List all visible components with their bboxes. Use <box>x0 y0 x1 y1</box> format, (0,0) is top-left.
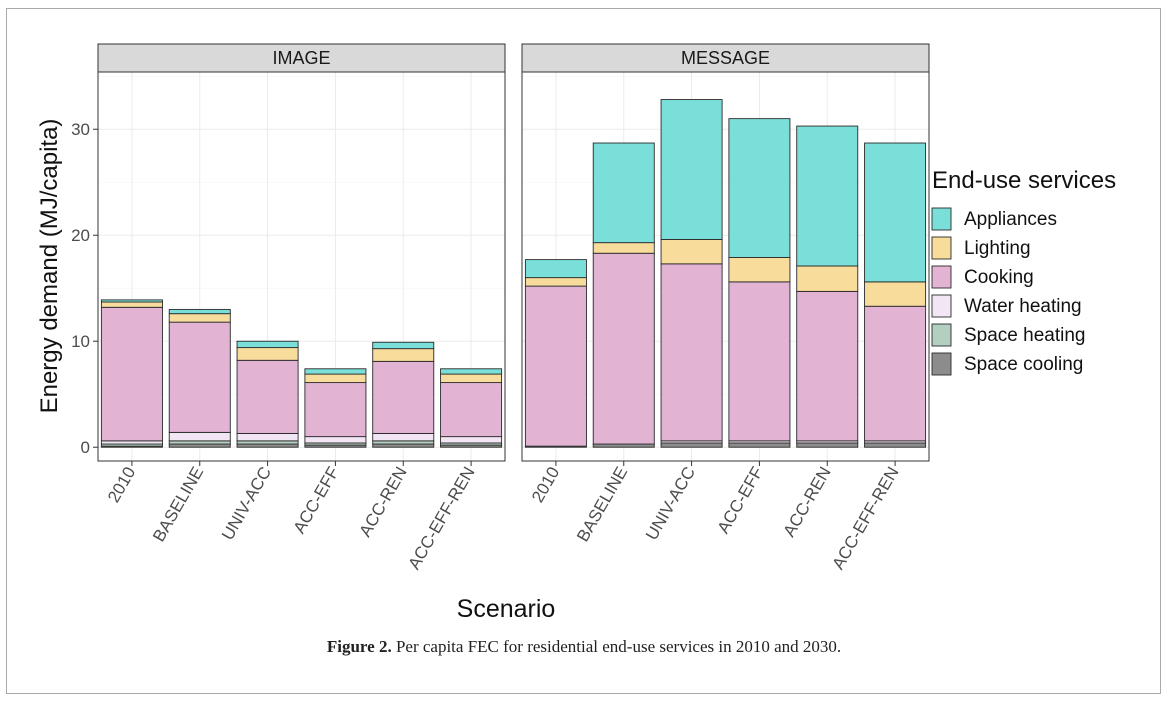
bar-segment-lighting <box>592 242 655 254</box>
bar-segment-space-cooling <box>168 443 231 448</box>
bar-segment-cooking <box>796 290 859 442</box>
legend-key <box>931 323 952 347</box>
bar-segment-cooking <box>168 321 231 433</box>
bar-segment-appliances <box>796 125 859 267</box>
bar-segment-lighting <box>524 277 587 287</box>
bar-segment-cooking <box>728 281 791 442</box>
figure-frame <box>6 8 1161 694</box>
facet-title: MESSAGE <box>681 48 770 68</box>
legend-key <box>931 236 952 260</box>
facet-strip <box>97 43 506 73</box>
bar-segment-appliances <box>728 118 791 258</box>
bar-segment-appliances <box>304 368 367 375</box>
y-axis-title: Energy demand (MJ/capita) <box>36 119 63 414</box>
x-tick-label: ACC-EFF-REN <box>828 464 902 573</box>
bar-segment-cooking <box>372 360 435 434</box>
bar-segment-cooking <box>592 252 655 445</box>
legend-key <box>931 207 952 231</box>
panel-background <box>522 72 929 461</box>
bar-segment-lighting <box>372 348 435 362</box>
legend-title: End-use services <box>932 167 1116 194</box>
bar-segment-appliances <box>592 142 655 244</box>
facet-strip <box>521 43 930 73</box>
bar-segment-water-heating <box>168 431 231 442</box>
bar-segment-water-heating <box>372 432 435 442</box>
bar-segment-lighting <box>728 257 791 283</box>
facet-title: IMAGE <box>272 48 330 68</box>
bar-segment-lighting <box>864 281 927 307</box>
y-tick-label: 20 <box>71 226 90 245</box>
bar-segment-lighting <box>236 347 299 361</box>
bar-segment-lighting <box>796 265 859 292</box>
bar-segment-water-heating <box>440 436 503 444</box>
bar-segment-space-cooling <box>864 442 927 448</box>
legend-key <box>931 265 952 289</box>
bar-segment-cooking <box>440 382 503 438</box>
x-tick-label: UNIV-ACC <box>218 464 275 544</box>
bar-segment-appliances <box>660 99 723 240</box>
x-axis-title: Scenario <box>457 595 556 623</box>
legend-key <box>931 352 952 376</box>
x-tick-label: BASELINE <box>149 464 207 546</box>
bar-segment-cooking <box>100 306 163 442</box>
bar-segment-space-cooling <box>592 443 655 448</box>
bar-segment-space-cooling <box>728 442 791 448</box>
legend-label: Appliances <box>964 209 1057 230</box>
bar-segment-cooking <box>304 382 367 438</box>
x-tick-label: 2010 <box>104 464 139 506</box>
y-tick-label: 0 <box>81 438 90 457</box>
panel-background <box>98 72 505 461</box>
x-tick-label: ACC-EFF-REN <box>404 464 478 573</box>
y-tick-label: 30 <box>71 120 90 139</box>
bar-segment-lighting <box>100 301 163 308</box>
bar-segment-space-cooling <box>660 442 723 448</box>
bar-segment-appliances <box>236 340 299 349</box>
bar-segment-cooking <box>864 305 927 442</box>
bar-segment-water-heating <box>100 440 163 445</box>
bar-segment-appliances <box>864 142 927 283</box>
bar-segment-cooking <box>524 285 587 447</box>
bar-segment-space-cooling <box>372 443 435 448</box>
bar-segment-water-heating <box>304 436 367 444</box>
bar-segment-appliances <box>524 259 587 279</box>
bar-segment-appliances <box>168 308 231 315</box>
bar-segment-appliances <box>372 341 435 350</box>
x-tick-label: ACC-REN <box>780 464 835 541</box>
x-tick-label: UNIV-ACC <box>642 464 699 544</box>
bar-segment-lighting <box>168 313 231 323</box>
figure-caption: Figure 2. Per capita FEC for residential… <box>0 637 1168 657</box>
bar-segment-appliances <box>100 299 163 303</box>
bar-segment-space-heating <box>372 440 435 445</box>
legend-label: Space cooling <box>964 354 1083 375</box>
caption-label: Figure 2. <box>326 637 392 656</box>
x-tick-label: ACC-EFF <box>714 464 767 537</box>
bar-segment-lighting <box>660 239 723 265</box>
bar-segment-appliances <box>440 368 503 375</box>
bar-segment-cooking <box>660 263 723 442</box>
x-tick-label: ACC-REN <box>356 464 411 541</box>
caption-text: Per capita FEC for residential end-use s… <box>395 637 842 656</box>
bar-segment-cooking <box>236 359 299 434</box>
x-tick-label: 2010 <box>528 464 563 506</box>
bar-segment-space-cooling <box>236 443 299 448</box>
legend-label: Cooking <box>964 267 1034 288</box>
legend-label: Water heating <box>964 296 1082 317</box>
bar-segment-lighting <box>440 373 503 384</box>
x-tick-label: BASELINE <box>573 464 631 546</box>
legend-label: Space heating <box>964 325 1086 346</box>
legend-key <box>931 294 952 318</box>
bar-segment-space-heating <box>168 440 231 445</box>
bar-segment-space-heating <box>236 440 299 445</box>
bar-segment-space-cooling <box>796 442 859 448</box>
bar-segment-lighting <box>304 373 367 384</box>
bar-segment-water-heating <box>236 432 299 442</box>
y-tick-label: 10 <box>71 332 90 351</box>
legend-label: Lighting <box>964 238 1031 259</box>
x-tick-label: ACC-EFF <box>290 464 343 537</box>
